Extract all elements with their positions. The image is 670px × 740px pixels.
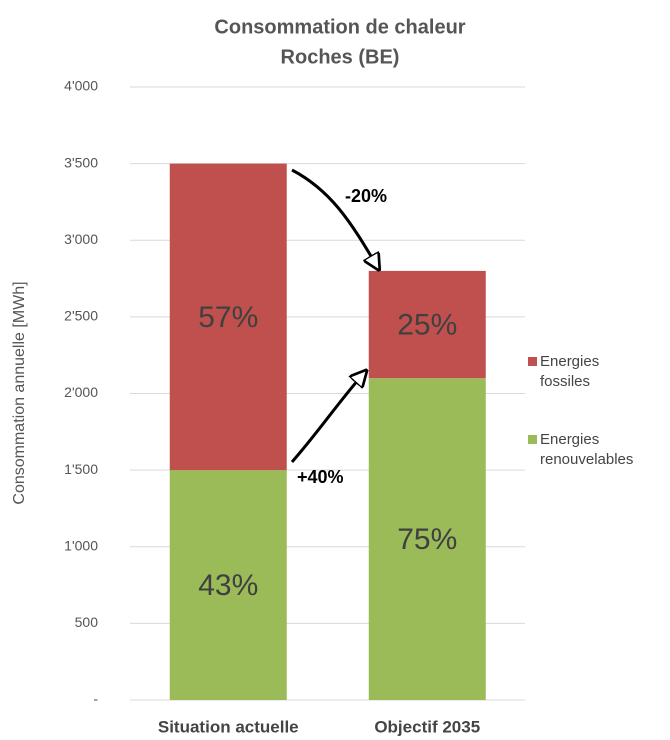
annotation: +40% (297, 467, 344, 487)
y-tick-label: 4'000 (64, 78, 98, 94)
legend-swatch (528, 435, 537, 444)
legend-swatch (528, 357, 537, 366)
segment-label: 25% (397, 308, 457, 341)
chart-title: Consommation de chaleur (214, 16, 465, 38)
bar-segment (368, 378, 486, 700)
y-tick-label: 500 (75, 614, 99, 630)
arrow (290, 372, 365, 463)
chart-title: Roches (BE) (281, 46, 400, 68)
annotation: -20% (345, 186, 387, 206)
y-axis-label: Consommation annuelle [MWh] (11, 281, 28, 504)
y-tick-label: 3'500 (64, 154, 98, 170)
x-tick-label: Situation actuelle (158, 717, 299, 736)
arrow (291, 168, 378, 268)
y-tick-label: 1'500 (64, 461, 98, 477)
x-tick-label: Objectif 2035 (374, 717, 480, 736)
y-tick-label: 2'000 (64, 384, 98, 400)
bar-segment (169, 163, 287, 471)
bar-segment (368, 270, 486, 379)
y-tick-label: - (93, 691, 98, 707)
legend-label: Energies fossiles (540, 353, 600, 390)
segment-label: 43% (198, 569, 258, 602)
segment-label: 75% (397, 523, 457, 556)
y-tick-label: 3'000 (64, 231, 98, 247)
legend-label: Energies renouvelables (540, 431, 634, 468)
y-tick-label: 2'500 (64, 308, 98, 324)
bar-segment (169, 470, 287, 700)
y-tick-label: 1'000 (64, 537, 98, 553)
segment-label: 57% (198, 301, 258, 334)
